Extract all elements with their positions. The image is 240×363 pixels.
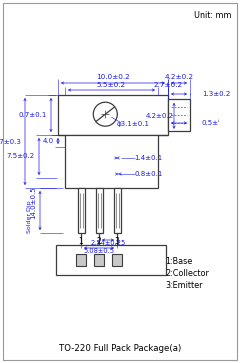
Text: 2.54±0.25: 2.54±0.25 [90, 240, 126, 246]
Text: 10.0±0.2: 10.0±0.2 [96, 74, 130, 80]
Text: 16.7±0.3: 16.7±0.3 [0, 139, 21, 144]
Text: 7.5±0.2: 7.5±0.2 [7, 154, 35, 159]
Text: φ3.1±0.1: φ3.1±0.1 [117, 121, 150, 127]
Bar [96, 188, 102, 233]
Text: 3:Emitter: 3:Emitter [165, 281, 203, 290]
Text: Solder Dip: Solder Dip [28, 200, 32, 233]
Text: 2:Collector: 2:Collector [165, 269, 209, 277]
Text: 0.5±ⁱ: 0.5±ⁱ [202, 120, 220, 126]
Bar [78, 188, 84, 233]
Text: 0.7±0.1: 0.7±0.1 [19, 112, 47, 118]
Bar [56, 245, 166, 275]
Text: Unit: mm: Unit: mm [194, 11, 232, 20]
Text: 2: 2 [97, 237, 101, 245]
Bar [76, 254, 86, 266]
Text: 3: 3 [114, 237, 120, 245]
Bar [58, 95, 168, 135]
Bar [168, 99, 190, 131]
Text: 2.7±0.2: 2.7±0.2 [153, 82, 183, 88]
Bar [112, 254, 122, 266]
Text: 5.5±0.2: 5.5±0.2 [97, 82, 126, 88]
Text: TO-220 Full Pack Package(a): TO-220 Full Pack Package(a) [59, 344, 181, 353]
Bar [94, 254, 104, 266]
Text: 1.4±0.1: 1.4±0.1 [134, 155, 163, 161]
Text: 0.8±0.1: 0.8±0.1 [134, 171, 163, 177]
Bar [65, 135, 158, 188]
Text: 5.08±0.5: 5.08±0.5 [84, 248, 114, 254]
Text: 4.2±0.2: 4.2±0.2 [164, 74, 194, 80]
Text: 1: 1 [79, 237, 83, 245]
Text: 4.2±0.2: 4.2±0.2 [146, 113, 174, 119]
Text: 14.0±0.5: 14.0±0.5 [30, 186, 36, 219]
Text: 4.0: 4.0 [43, 138, 54, 144]
Bar [114, 188, 120, 233]
Text: 1.3±0.2: 1.3±0.2 [202, 91, 230, 97]
Text: 1:Base: 1:Base [165, 257, 192, 265]
